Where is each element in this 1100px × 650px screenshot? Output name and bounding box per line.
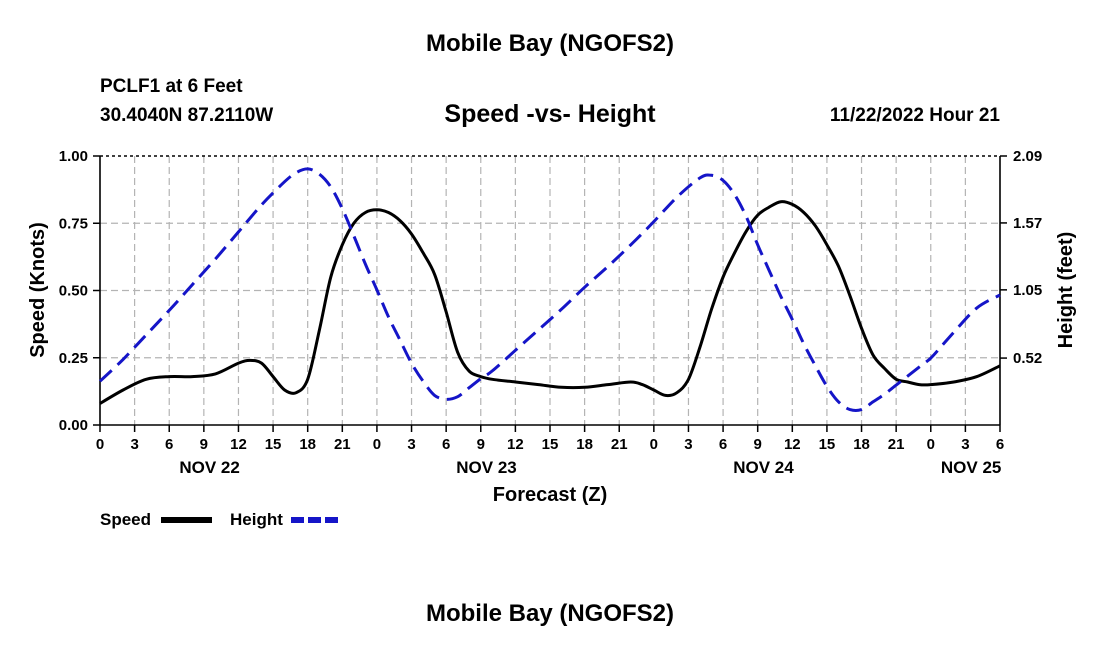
x-tick-label: 15 bbox=[819, 436, 836, 453]
station-label: PCLF1 at 6 Feet bbox=[100, 76, 243, 97]
x-tick-label: 9 bbox=[200, 436, 208, 453]
x-tick-label: 0 bbox=[650, 436, 658, 453]
legend: Speed Height bbox=[100, 510, 342, 529]
x-tick-label: 3 bbox=[961, 436, 969, 453]
x-tick-label: 3 bbox=[407, 436, 415, 453]
y2-tick-label: 0.52 bbox=[1013, 350, 1042, 367]
x-axis-title: Forecast (Z) bbox=[493, 484, 607, 506]
series-line-speed bbox=[99, 200, 1001, 405]
x-tick-label: 12 bbox=[784, 436, 801, 453]
x-tick-label: 9 bbox=[477, 436, 485, 453]
series-line-height bbox=[98, 167, 1001, 412]
y2-tick-label: 2.09 bbox=[1013, 148, 1042, 165]
y2-tick-label: 1.57 bbox=[1013, 215, 1042, 232]
x-tick-label: 6 bbox=[996, 436, 1004, 453]
x-tick-label: 21 bbox=[334, 436, 351, 453]
x-tick-label: 3 bbox=[130, 436, 138, 453]
x-tick-label: 21 bbox=[611, 436, 628, 453]
x-tick-label: 6 bbox=[719, 436, 727, 453]
chart-subtitle: Speed -vs- Height bbox=[0, 100, 1100, 129]
x-tick-label: 9 bbox=[754, 436, 762, 453]
x-tick-label: 6 bbox=[165, 436, 173, 453]
y-tick-label: 0.50 bbox=[59, 283, 88, 300]
date-label: NOV 23 bbox=[456, 458, 516, 477]
legend-label-speed: Speed bbox=[100, 510, 151, 529]
y-tick-label: 1.00 bbox=[59, 148, 88, 165]
y2-tick-label: 1.05 bbox=[1013, 282, 1042, 299]
x-tick-label: 21 bbox=[888, 436, 905, 453]
x-tick-label: 18 bbox=[299, 436, 316, 453]
x-tick-label: 6 bbox=[442, 436, 450, 453]
x-tick-label: 0 bbox=[373, 436, 381, 453]
y2-axis-title: Height (feet) bbox=[1055, 232, 1077, 349]
station-coordinates: 30.4040N 87.2110W bbox=[100, 105, 274, 126]
chart-subtitle-text: Speed -vs- Height bbox=[444, 100, 656, 128]
x-tick-label: 18 bbox=[853, 436, 870, 453]
axis-layer: 0 3 6 9 12 15 18 21 0 3 6 9 12 15 18 21 0 3 6 9 12 15 18 21 0 3 6 0… bbox=[59, 148, 1042, 477]
y-tick-label: 0.00 bbox=[59, 417, 88, 434]
series-layer bbox=[98, 167, 1001, 412]
footer-title: Mobile Bay (NGOFS2) bbox=[425, 600, 675, 627]
chart-title: Mobile Bay (NGOFS2) bbox=[425, 30, 675, 57]
x-tick-label: 18 bbox=[576, 436, 593, 453]
speed-height-chart: 0 3 6 9 12 15 18 21 0 3 6 9 12 15 18 21 0 3 6 9 12 15 18 21 0 3 6 0… bbox=[27, 148, 1077, 529]
x-tick-label: 0 bbox=[96, 436, 104, 453]
y-tick-label: 0.75 bbox=[59, 215, 88, 232]
date-label: NOV 24 bbox=[733, 458, 794, 477]
x-tick-label: 0 bbox=[927, 436, 935, 453]
date-label: NOV 25 bbox=[941, 458, 1001, 477]
x-tick-label: 12 bbox=[230, 436, 247, 453]
grid-layer bbox=[100, 156, 1000, 425]
legend-label-height: Height bbox=[230, 510, 283, 529]
y-axis-title: Speed (Knots) bbox=[27, 222, 49, 358]
x-tick-label: 3 bbox=[684, 436, 692, 453]
forecast-datetime: 11/22/2022 Hour 21 bbox=[829, 105, 1000, 126]
date-label: NOV 22 bbox=[179, 458, 239, 477]
y-tick-label: 0.25 bbox=[59, 350, 88, 367]
x-tick-label: 15 bbox=[542, 436, 559, 453]
x-tick-label: 12 bbox=[507, 436, 524, 453]
x-tick-label: 15 bbox=[265, 436, 282, 453]
